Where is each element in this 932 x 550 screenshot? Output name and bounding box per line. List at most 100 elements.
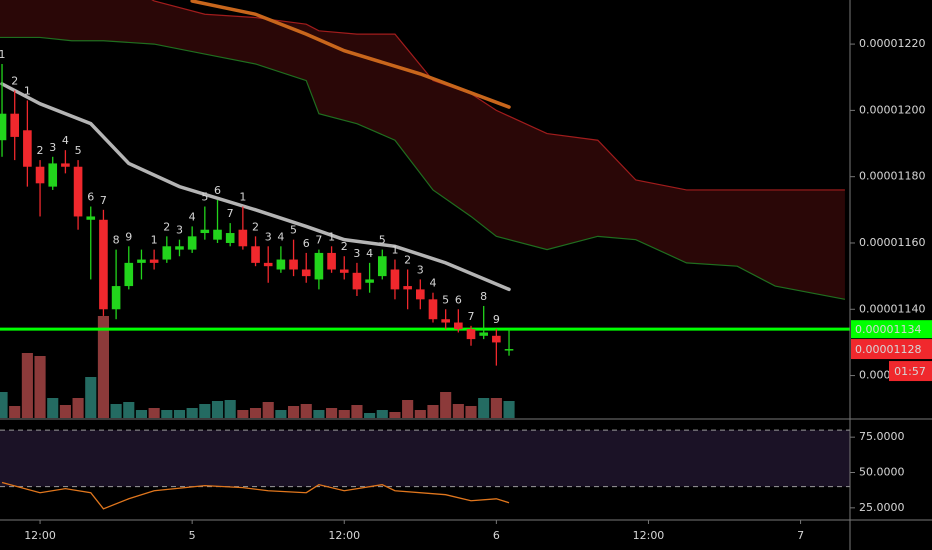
volume-bar: [351, 405, 363, 418]
candle-body: [403, 286, 412, 290]
candle-body: [390, 269, 400, 290]
td-count: 3: [417, 263, 424, 276]
y-tick-label: 0.00001140: [859, 302, 925, 315]
td-count: 4: [62, 134, 69, 147]
td-count: 3: [353, 247, 360, 260]
volume-bar: [21, 353, 33, 418]
td-count: 6: [455, 293, 462, 306]
candle-body: [137, 259, 146, 263]
td-count: 7: [227, 207, 234, 220]
candle-body: [365, 279, 374, 283]
y-tick-label: 0.00001160: [859, 236, 925, 249]
td-count: 4: [277, 230, 284, 243]
candle-body: [61, 163, 70, 167]
volume-bar: [287, 406, 300, 418]
candle-body: [48, 163, 58, 187]
candle-body: [479, 332, 488, 336]
volume-bar: [414, 410, 426, 418]
volume-bar: [465, 406, 477, 418]
td-count: 8: [480, 290, 487, 303]
cloud-line: [0, 36, 846, 300]
candle-body: [124, 262, 134, 287]
volume-bar: [389, 412, 401, 418]
volume-bar: [34, 356, 46, 418]
x-tick-label: 7: [797, 529, 804, 542]
volume-bar: [338, 410, 350, 418]
td-count: 9: [493, 313, 500, 326]
td-count: 5: [75, 144, 82, 157]
candle-body: [327, 252, 336, 270]
td-count: 1: [391, 244, 398, 257]
td-count: 5: [442, 293, 449, 306]
volume-bar: [110, 404, 122, 418]
candle-body: [149, 259, 159, 263]
td-count: 2: [404, 253, 411, 266]
td-count: 1: [0, 48, 6, 61]
td-count: 1: [151, 234, 158, 247]
td-count: 1: [239, 191, 246, 204]
td-count: 4: [366, 247, 373, 260]
volume-bar: [9, 406, 21, 418]
candle-body: [339, 269, 349, 273]
last-price-box: [851, 339, 932, 360]
td-count: 3: [49, 141, 56, 154]
td-count: 3: [176, 224, 183, 237]
x-tick-label: 12:00: [24, 529, 56, 542]
cloud-line: [151, 0, 845, 191]
moving-average: [0, 82, 511, 292]
candle-body: [35, 166, 45, 184]
volume-bar: [300, 404, 312, 418]
td-count: 7: [100, 194, 107, 207]
volume-bar: [173, 410, 186, 418]
y-tick-label: 0.00001180: [859, 170, 925, 183]
candle-body: [0, 113, 7, 141]
candle-body: [238, 229, 248, 247]
candle-body: [301, 269, 311, 277]
volume-bar: [85, 377, 97, 418]
countdown-box: [889, 361, 932, 382]
volume-bar: [211, 401, 224, 418]
td-count: 2: [37, 144, 44, 157]
countdown-label: 01:57: [894, 365, 926, 378]
candle-body: [10, 113, 20, 137]
candle-body: [428, 299, 438, 320]
band-fill: [0, 430, 850, 487]
td-count: 6: [214, 184, 221, 197]
level-label: 0.00001134: [855, 323, 921, 336]
oscillator-pane: [0, 429, 850, 510]
td-count: 3: [265, 230, 272, 243]
td-count: 7: [468, 310, 475, 323]
td-count: 4: [429, 277, 436, 290]
volume-bar: [478, 398, 490, 418]
td-count: 6: [87, 191, 94, 204]
volume-bar: [47, 398, 59, 418]
volume-bar: [249, 408, 262, 418]
td-count: 1: [24, 84, 31, 97]
level-label-box: [851, 320, 932, 339]
candle-body: [441, 319, 450, 323]
volume-bar: [0, 392, 8, 418]
volume-bar: [376, 410, 388, 418]
volume-bar: [135, 410, 148, 418]
osc-y-tick-label: 75.0000: [859, 430, 905, 443]
volume-bar: [326, 408, 338, 418]
volume-bar: [440, 392, 452, 418]
volume-bar: [224, 400, 236, 418]
candle-body: [86, 216, 96, 220]
volume-bar: [148, 408, 160, 418]
candle-body: [276, 259, 286, 270]
candle-body: [73, 166, 83, 217]
td-count: 2: [11, 74, 18, 87]
candle-body: [213, 229, 222, 240]
volume-bar: [161, 410, 173, 418]
candle-body: [187, 236, 197, 250]
volume-bar: [97, 316, 109, 418]
last-price-label: 0.00001128: [855, 343, 921, 356]
y-tick-label: 0.00001200: [859, 103, 925, 116]
td-count: 5: [379, 234, 386, 247]
volume-bar: [186, 408, 198, 418]
candle-body: [454, 322, 463, 330]
td-count: 1: [328, 230, 335, 243]
